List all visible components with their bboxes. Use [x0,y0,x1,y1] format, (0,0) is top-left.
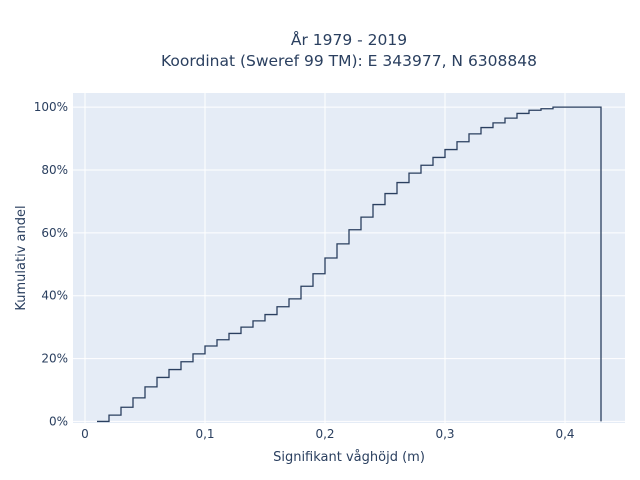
x-tick-label: 0,3 [435,427,454,441]
x-tick-label: 0,1 [195,427,214,441]
x-tick-label: 0,4 [555,427,574,441]
chart-title-line-2: Koordinat (Sweref 99 TM): E 343977, N 63… [161,52,537,70]
y-tick-label: 80% [41,163,68,177]
y-tick-label: 40% [41,289,68,303]
ecdf-step-line [97,106,602,423]
y-tick-label: 0% [49,414,68,428]
x-axis-title: Signifikant våghöjd (m) [273,450,425,465]
plot-area [73,93,625,423]
y-tick-label: 20% [41,352,68,366]
y-tick-label: 100% [34,100,68,114]
x-tick-label: 0 [81,427,89,441]
chart-title-line-1: År 1979 - 2019 [291,30,407,49]
y-tick-label: 60% [41,226,68,240]
y-axis-title: Kumulativ andel [14,205,29,310]
x-tick-label: 0,2 [315,427,334,441]
